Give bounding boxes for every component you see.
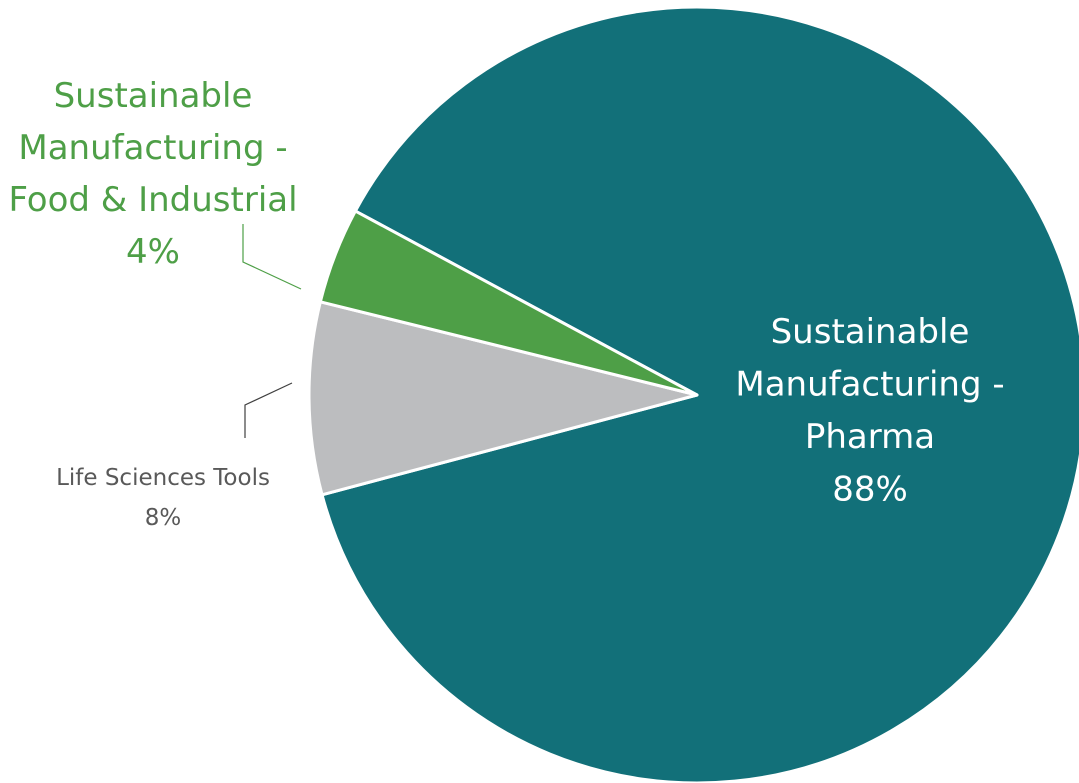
label-food-industrial-line-1: Sustainable xyxy=(54,76,253,116)
label-pharma-percent: 88% xyxy=(832,470,908,510)
label-life-sciences-tools-percent: 8% xyxy=(145,505,182,531)
slice-pharma xyxy=(320,5,1079,783)
leader-line-food-industrial xyxy=(242,224,302,290)
label-food-industrial-percent: 4% xyxy=(126,232,180,272)
leader-line-life-sciences-tools xyxy=(244,382,293,438)
label-life-sciences-tools-line-1: Life Sciences Tools xyxy=(56,465,270,491)
slice-food-industrial xyxy=(318,209,699,397)
label-pharma-line-2: Manufacturing - xyxy=(735,365,1004,405)
label-pharma-line-3: Pharma xyxy=(805,417,935,457)
label-food-industrial-line-3: Food & Industrial xyxy=(8,180,297,220)
pie-slices xyxy=(307,5,1079,783)
slice-labels: Sustainable Manufacturing - Pharma 88% Life … xyxy=(8,76,1004,531)
label-food-industrial-line-2: Manufacturing - xyxy=(18,128,287,168)
slice-life-sciences-tools xyxy=(307,300,699,497)
leader-lines xyxy=(242,224,302,438)
label-pharma-line-1: Sustainable xyxy=(771,312,970,352)
